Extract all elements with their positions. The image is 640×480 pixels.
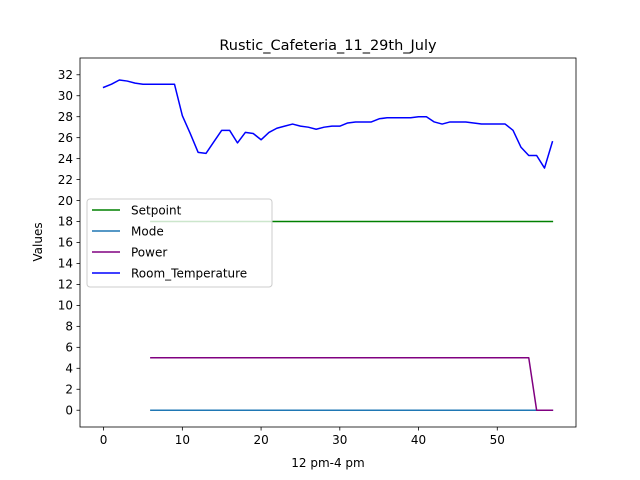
legend-label-setpoint: Setpoint [131, 203, 182, 217]
y-tick-label: 4 [65, 361, 73, 375]
y-tick-label: 6 [65, 341, 73, 355]
y-axis-label: Values [31, 222, 45, 261]
legend-label-room-temperature: Room_Temperature [131, 266, 247, 280]
x-tick-label: 10 [175, 433, 190, 447]
chart-title: Rustic_Cafeteria_11_29th_July [219, 38, 437, 54]
x-axis-label: 12 pm-4 pm [291, 456, 364, 470]
y-tick-label: 12 [58, 278, 73, 292]
y-tick-label: 18 [58, 215, 73, 229]
y-tick-label: 2 [65, 382, 73, 396]
x-tick-label: 30 [332, 433, 347, 447]
y-tick-label: 14 [58, 257, 73, 271]
y-tick-label: 24 [58, 152, 73, 166]
y-tick-label: 10 [58, 299, 73, 313]
legend-label-mode: Mode [131, 224, 164, 238]
legend-box [86, 198, 273, 288]
y-tick-label: 28 [58, 110, 73, 124]
y-tick-label: 8 [65, 320, 73, 334]
y-tick-label: 32 [58, 68, 73, 82]
y-tick-label: 26 [58, 131, 73, 145]
x-tick-label: 50 [490, 433, 505, 447]
y-tick-label: 22 [58, 173, 73, 187]
x-tick-label: 20 [253, 433, 268, 447]
x-tick-label: 40 [411, 433, 426, 447]
y-tick-label: 30 [58, 89, 73, 103]
legend-label-power: Power [131, 245, 167, 259]
series-line-room-temperature [102, 79, 554, 169]
y-tick-label: 0 [65, 403, 73, 417]
x-tick-label: 0 [100, 433, 108, 447]
series-line-power [150, 357, 554, 411]
y-tick-label: 16 [58, 236, 73, 250]
y-tick-label: 20 [58, 194, 73, 208]
